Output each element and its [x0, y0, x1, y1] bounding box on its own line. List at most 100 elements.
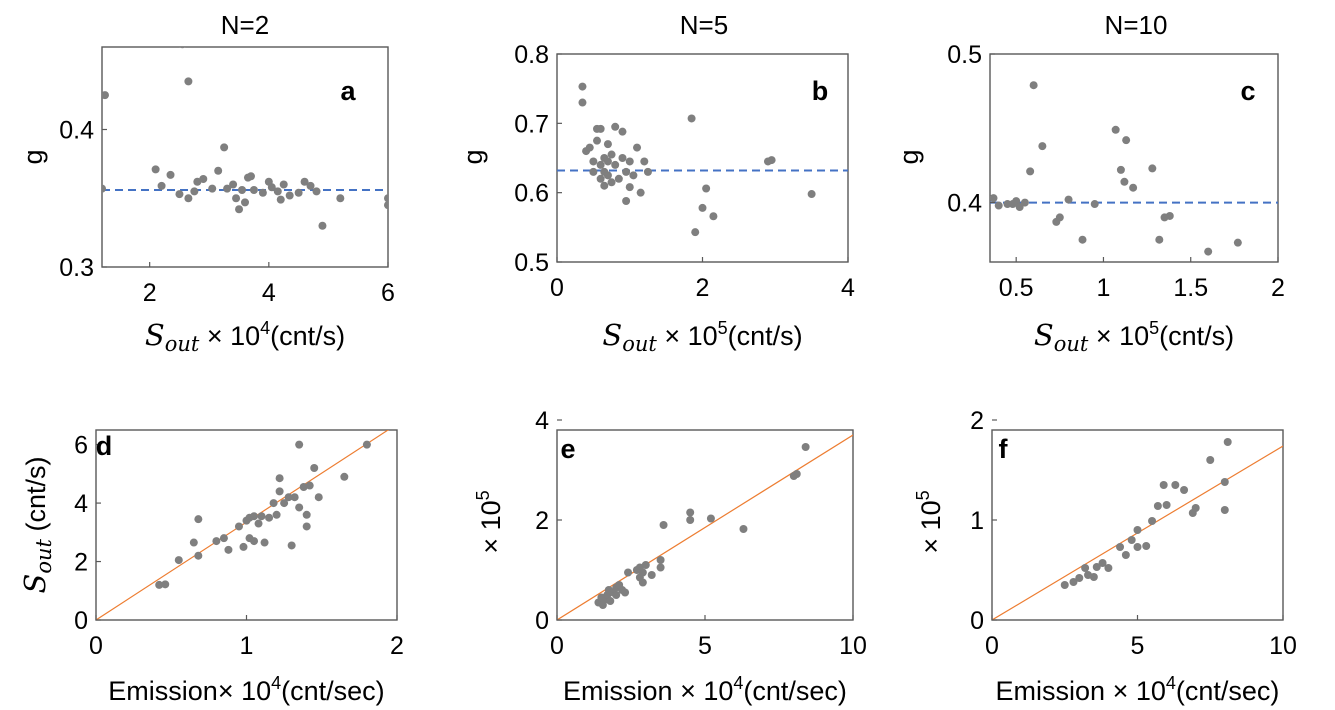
data-point [184, 194, 193, 203]
data-point [295, 503, 304, 512]
x-tick-label: 2 [696, 274, 710, 302]
data-point [656, 556, 665, 564]
data-point [1233, 238, 1242, 247]
x-tick-label: 6 [381, 279, 395, 307]
panel-letter: a [340, 76, 356, 106]
x-tick-label: 4 [262, 279, 276, 307]
data-point [384, 201, 388, 210]
data-point [1116, 165, 1125, 174]
data-point [612, 591, 621, 599]
data-point [174, 556, 183, 565]
data-point [1116, 543, 1125, 551]
plot-frame [991, 429, 1284, 621]
data-point [194, 551, 203, 560]
data-point [151, 165, 160, 174]
data-point [593, 136, 602, 145]
data-point [102, 91, 109, 100]
data-point [618, 154, 627, 162]
data-point [1104, 564, 1113, 572]
data-point [238, 186, 247, 194]
data-point [706, 514, 715, 523]
x-tick-label: 10 [839, 632, 867, 660]
data-point [299, 483, 308, 491]
data-point [614, 174, 623, 183]
panel-letter: b [812, 76, 829, 106]
data-point [284, 493, 293, 502]
x-axis-label: Emission × 104(cnt/sec) [563, 673, 847, 706]
data-point [280, 499, 289, 508]
y-tick-label: 0.8 [514, 41, 549, 69]
data-point [767, 156, 776, 165]
data-point [1038, 142, 1047, 151]
y-tick-label: 2 [74, 549, 88, 577]
data-point [606, 597, 615, 605]
data-point [272, 510, 281, 519]
y-tick-label: 0.5 [514, 249, 549, 277]
plot-frame [556, 429, 854, 621]
data-point [1020, 198, 1029, 207]
data-point [193, 177, 202, 186]
y-tick-label: 0.4 [59, 117, 94, 145]
data-point [306, 181, 315, 190]
data-point [295, 440, 304, 449]
data-point [199, 175, 208, 183]
data-point [234, 522, 243, 531]
data-point [1089, 573, 1098, 581]
x-tick-label: 0 [550, 274, 564, 302]
x-tick-label: 5 [698, 632, 712, 660]
data-point [1069, 578, 1078, 586]
panel-f: 0 5 10 0 1 2f Emission × 104(cnt/sec) × 105 [913, 407, 1297, 706]
data-point [1159, 481, 1168, 489]
data-point [157, 181, 166, 190]
data-point [640, 157, 649, 166]
data-point [585, 143, 594, 152]
data-point [596, 124, 605, 133]
data-point [194, 515, 203, 524]
data-point [686, 508, 695, 517]
data-point [1120, 177, 1129, 186]
data-point [258, 188, 267, 197]
data-point [305, 481, 314, 490]
data-point [190, 187, 199, 196]
y-tick-label: 4 [74, 490, 88, 518]
y-axis-label: g [18, 149, 48, 164]
data-point [603, 171, 612, 180]
data-point [607, 150, 616, 159]
plot-area [102, 47, 388, 230]
data-point [1127, 536, 1136, 544]
x-tick-label: 0.5 [999, 274, 1034, 302]
data-point [1165, 211, 1174, 220]
y-tick-label: 1 [970, 507, 984, 535]
data-point [656, 563, 665, 572]
data-point [254, 519, 263, 528]
data-point [807, 190, 816, 199]
plot-area [557, 82, 848, 237]
data-point [269, 499, 278, 508]
data-point [300, 177, 309, 186]
data-point [275, 487, 284, 496]
plot-area [557, 434, 853, 620]
data-point [340, 472, 349, 481]
y-tick-label: 0 [74, 607, 88, 635]
data-point [155, 580, 164, 589]
data-point [611, 122, 620, 131]
data-point [232, 194, 241, 203]
data-point [709, 212, 718, 221]
data-point [1142, 542, 1151, 550]
data-point [629, 171, 638, 180]
plot-frame [989, 53, 1279, 263]
panel-d: 0 1 2 0 2 4 6 d Emission× 104(cnt/sec) Sout (cnt/… [18, 429, 404, 706]
data-point [633, 143, 642, 152]
data-point [647, 571, 656, 579]
y-tick-label: 2 [535, 507, 549, 535]
data-point [362, 440, 371, 449]
data-point [596, 174, 605, 183]
data-point [1220, 506, 1229, 514]
data-point [578, 98, 587, 107]
panel-letter: f [999, 434, 1009, 464]
data-point [792, 470, 801, 478]
panel-title: N=5 [680, 10, 728, 40]
data-point [622, 196, 631, 205]
data-point [1220, 478, 1229, 486]
data-point [239, 542, 248, 551]
